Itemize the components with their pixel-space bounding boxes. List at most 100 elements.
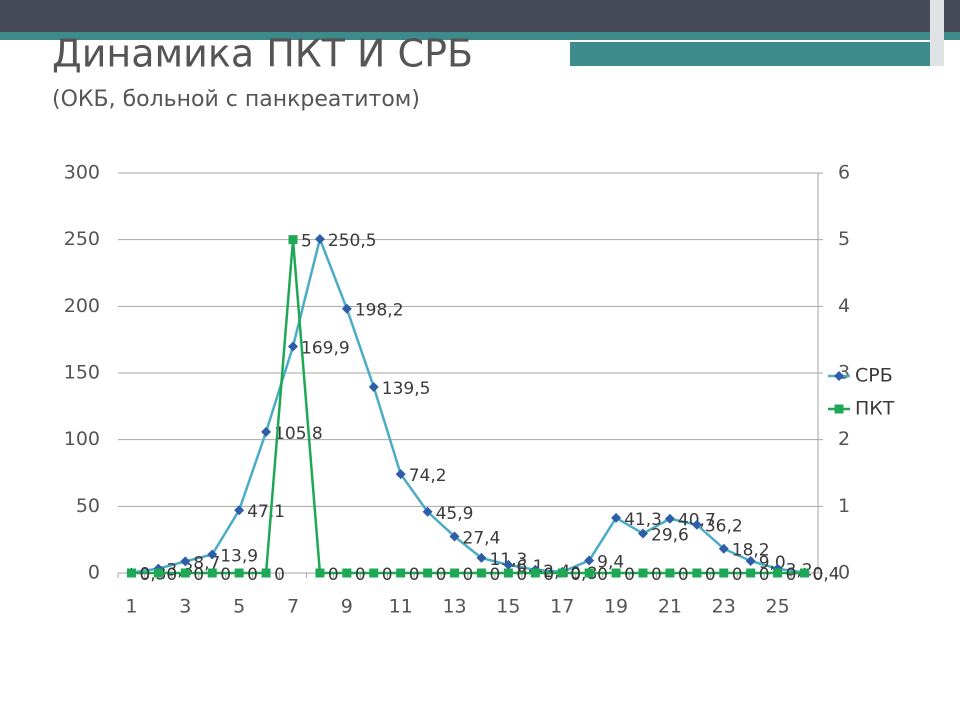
data-label: 13,9: [220, 546, 258, 566]
point: [746, 568, 756, 578]
point: [315, 568, 325, 578]
x-tick-label: 5: [233, 596, 245, 618]
data-label: 0: [436, 565, 447, 585]
point: [476, 552, 487, 563]
point: [288, 341, 298, 352]
point: [692, 568, 702, 578]
data-label: 5: [301, 232, 312, 252]
data-label: 0: [678, 565, 689, 585]
x-tick-label: 9: [341, 596, 353, 618]
header-band: [0, 0, 960, 32]
legend-label: ПКТ: [855, 398, 895, 420]
legend-label: СРБ: [855, 365, 893, 387]
x-tick-label: 19: [604, 596, 628, 618]
data-label: 0: [193, 565, 204, 585]
point: [207, 568, 217, 578]
point: [611, 568, 621, 578]
point: [342, 568, 352, 578]
y-tick-label: 250: [64, 228, 100, 250]
point: [395, 469, 406, 480]
data-label: 0: [328, 565, 339, 585]
point: [207, 549, 218, 560]
point: [719, 568, 729, 578]
header-accent: [570, 42, 940, 66]
y2-tick-label: 6: [838, 162, 850, 184]
data-label: 169,9: [301, 338, 350, 358]
point: [638, 528, 648, 539]
point: [800, 568, 810, 578]
x-tick-label: 13: [442, 596, 466, 618]
x-tick-label: 3: [179, 596, 191, 618]
data-label: 105,8: [274, 424, 323, 444]
data-label: 0: [597, 565, 608, 585]
data-label: 0: [786, 565, 797, 585]
point: [369, 568, 379, 578]
point: [638, 568, 648, 578]
data-label: 74,2: [409, 466, 447, 486]
point: [584, 555, 595, 566]
x-tick-label: 17: [550, 596, 574, 618]
y-tick-label: 100: [64, 428, 100, 450]
point: [476, 568, 486, 578]
point: [234, 568, 244, 578]
point: [396, 568, 406, 578]
data-label: 0: [489, 565, 500, 585]
point: [423, 568, 433, 578]
data-label: 250,5: [328, 231, 377, 251]
y2-tick-label: 2: [838, 428, 850, 450]
y-tick-label: 50: [76, 495, 100, 517]
data-label: 8,7: [193, 553, 220, 573]
data-label: 0: [139, 565, 150, 585]
point: [691, 519, 702, 530]
y-tick-label: 300: [64, 162, 100, 184]
header-edge: [930, 0, 944, 66]
data-label: 0: [516, 565, 527, 585]
x-tick-label: 1: [125, 596, 137, 618]
data-label: 0: [463, 565, 474, 585]
point: [180, 568, 190, 578]
data-label: 18,2: [732, 541, 770, 561]
point: [834, 404, 844, 414]
data-label: 9,4: [597, 552, 624, 572]
y2-tick-label: 4: [838, 295, 850, 317]
y-tick-label: 150: [64, 362, 100, 384]
point: [503, 559, 514, 570]
data-label: 47,1: [247, 502, 285, 522]
header-stripe: [0, 32, 960, 40]
point: [314, 234, 325, 244]
data-label: 0: [247, 565, 258, 585]
x-tick-label: 15: [496, 596, 520, 618]
data-label: 0: [624, 565, 635, 585]
data-label: 0: [382, 565, 393, 585]
point: [261, 426, 272, 437]
data-label: 0: [543, 565, 554, 585]
y2-tick-label: 1: [838, 495, 850, 517]
y-tick-label: 200: [64, 295, 100, 317]
point: [664, 513, 675, 524]
data-label: 36,2: [705, 517, 743, 537]
data-label: 0: [813, 565, 824, 585]
point: [530, 568, 540, 578]
y-tick-label: 0: [88, 562, 100, 584]
series-line: [131, 234, 805, 574]
data-label: 0: [759, 565, 770, 585]
data-label: 0,4: [813, 564, 840, 584]
point: [180, 556, 191, 567]
data-label: 198,2: [355, 301, 404, 321]
point: [153, 568, 163, 578]
data-label: 41,3: [624, 510, 662, 530]
point: [611, 512, 622, 523]
point: [368, 382, 379, 392]
point: [449, 531, 460, 542]
data-label: 0: [409, 565, 420, 585]
point: [234, 505, 245, 516]
point: [834, 371, 844, 381]
point: [450, 568, 460, 578]
data-label: 0: [355, 565, 366, 585]
x-tick-label: 21: [658, 596, 682, 618]
point: [341, 303, 352, 314]
data-label: 29,6: [651, 526, 689, 546]
data-label: 139,5: [382, 379, 431, 399]
